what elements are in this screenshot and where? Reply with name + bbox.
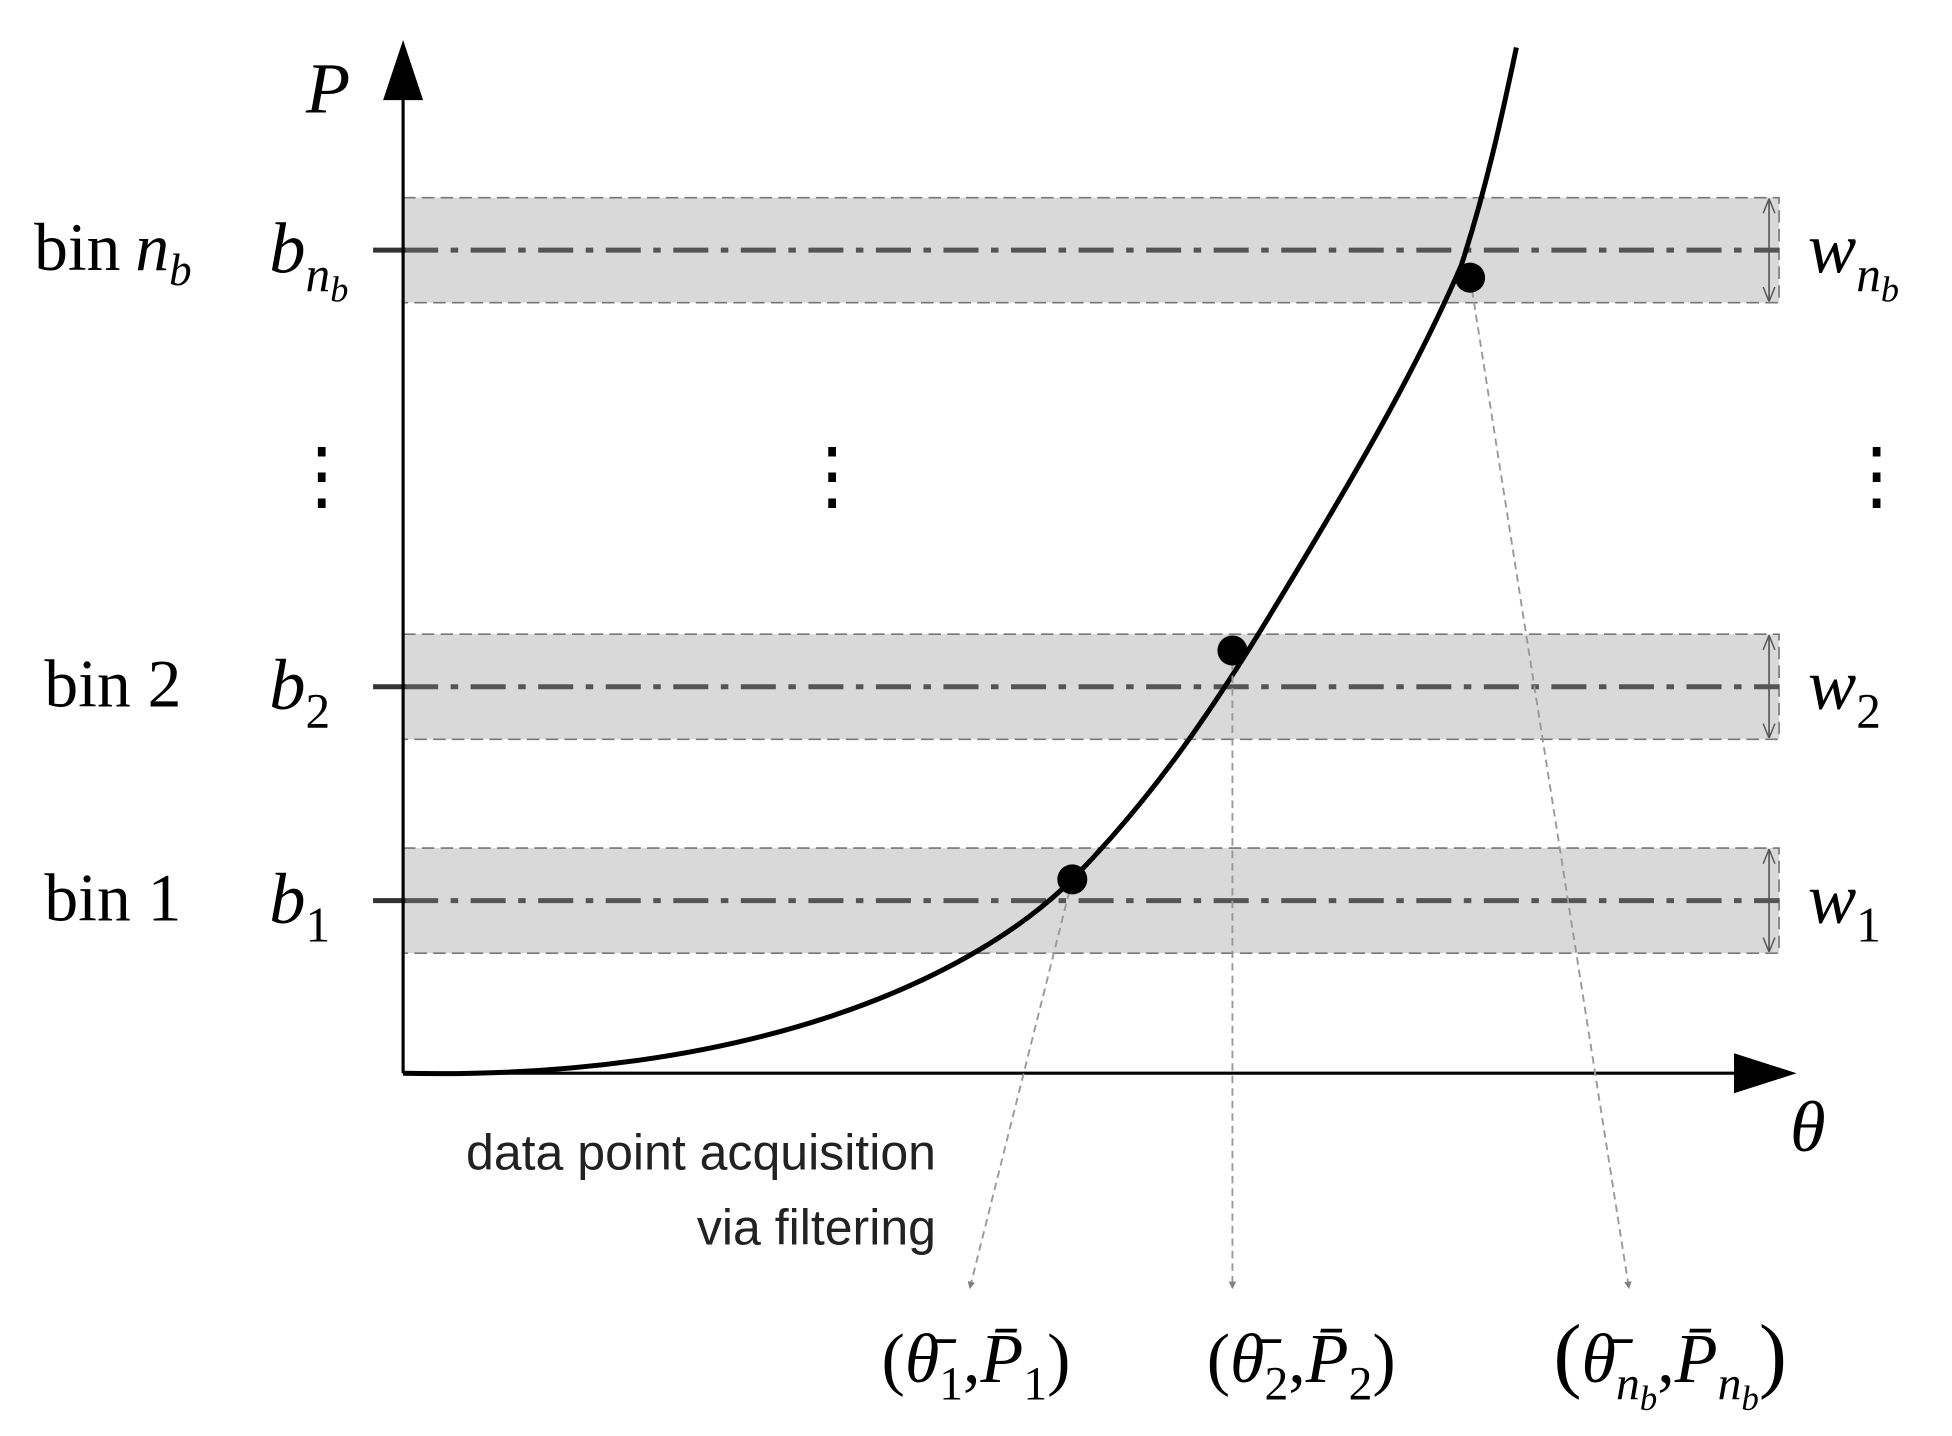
label-part: 1: [1856, 897, 1881, 952]
label-part: P̄: [1674, 1321, 1718, 1398]
annotation: data point acquisition: [466, 1125, 936, 1181]
bins: [373, 196, 1780, 954]
label-part: n: [135, 210, 169, 285]
vdots: ⋮: [1839, 434, 1914, 517]
label-part: n: [1718, 1359, 1742, 1411]
x-axis-arrow: [1734, 1053, 1797, 1094]
label-part: ,: [1657, 1321, 1675, 1398]
output-label: (θ̄1,P̄1): [882, 1321, 1071, 1411]
output-label: (θ̄nb,P̄nb): [1554, 1308, 1787, 1418]
label-part: 1: [939, 1359, 963, 1411]
bin-name: bin nb: [34, 210, 192, 295]
label-part: (: [882, 1321, 905, 1398]
label-part: ): [1759, 1308, 1787, 1401]
label-part: P̄: [1305, 1321, 1349, 1398]
label-part: P̄: [980, 1321, 1024, 1398]
label-part: b: [269, 644, 305, 725]
label-part: b: [330, 270, 348, 310]
data-point: [1217, 635, 1248, 666]
label-part: w: [1808, 208, 1856, 289]
label-part: 2: [1264, 1359, 1288, 1411]
bin-name: bin 2: [44, 647, 181, 722]
projection-arrow: [967, 879, 1074, 1290]
bin-width-label: w1: [1808, 858, 1881, 952]
vdots: ⋮: [795, 434, 870, 517]
label-part: b: [1881, 270, 1899, 310]
bin-center-label: bnb: [269, 208, 348, 310]
curve: [403, 47, 1519, 1077]
vdots: ⋮: [284, 434, 359, 517]
label-part: bin: [34, 210, 120, 285]
label-part: 2: [1856, 683, 1881, 738]
label-part: n: [306, 247, 331, 302]
label-part: (: [1207, 1321, 1230, 1398]
label-part: w: [1808, 858, 1856, 939]
label-part: ): [1372, 1321, 1395, 1398]
annotation: via filtering: [697, 1200, 936, 1256]
bin-width-label: w2: [1808, 644, 1881, 738]
label-part: ): [1047, 1321, 1070, 1398]
label-part: (: [1554, 1308, 1582, 1401]
label-part: 1: [1023, 1359, 1047, 1411]
y-axis-arrow: [383, 40, 424, 101]
label-part: b: [269, 208, 305, 289]
output-label: (θ̄2,P̄2): [1207, 1321, 1396, 1411]
label-part: ,: [1288, 1321, 1306, 1398]
data-point: [1057, 864, 1088, 895]
bin-name: bin 1: [44, 861, 181, 936]
label-part: b: [269, 858, 305, 939]
label-part: n: [1616, 1359, 1640, 1411]
projection-arrow: [1469, 277, 1632, 1290]
bin-width-label: wnb: [1808, 208, 1899, 310]
label-part: ,: [963, 1321, 981, 1398]
x-axis-label: θ: [1790, 1086, 1826, 1167]
label-part: n: [1856, 247, 1881, 302]
y-axis-label: P: [305, 48, 350, 129]
bin-center-label: b2: [269, 644, 330, 738]
label-part: w: [1808, 644, 1856, 725]
data-point: [1455, 262, 1486, 293]
label-part: b: [169, 245, 192, 295]
bin-center-label: b1: [269, 858, 330, 952]
label-part: 1: [306, 897, 331, 952]
label-part: 2: [306, 683, 331, 738]
label-part: b: [1741, 1379, 1759, 1418]
label-part: 2: [1349, 1359, 1373, 1411]
label-part: b: [1640, 1379, 1658, 1418]
